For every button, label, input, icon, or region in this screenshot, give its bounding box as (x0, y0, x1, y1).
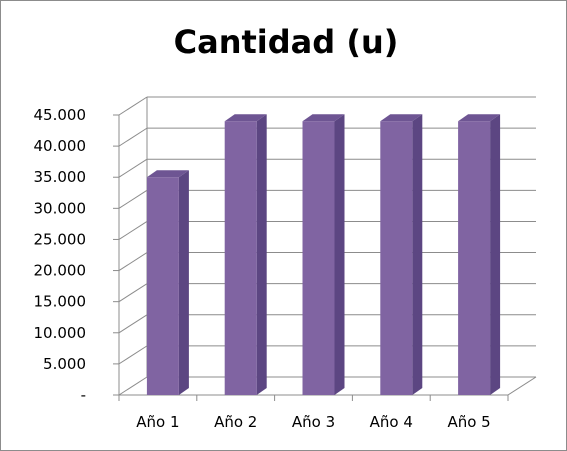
bar-front (302, 121, 335, 395)
y-tick-label: - (81, 386, 86, 404)
bar-top (146, 170, 189, 178)
bar-side (412, 114, 423, 395)
x-tick-label: Año 3 (292, 413, 335, 431)
labels-layer: - 5.000 10.000 15.000 20.000 25.000 30.000 35.0… (34, 106, 491, 431)
gridline-depth (118, 345, 148, 365)
y-tick-label: 10.000 (34, 324, 87, 342)
bar-side (490, 114, 501, 395)
y-tick-label: 25.000 (34, 230, 87, 248)
bar (458, 114, 501, 395)
bar-top (380, 114, 423, 122)
gridline-depth (118, 376, 148, 396)
bar-side (256, 114, 267, 395)
gridline-depth (118, 127, 148, 147)
gridline-depth (118, 283, 148, 303)
x-tick-label: Año 2 (214, 413, 257, 431)
x-tick-label: Año 1 (136, 413, 179, 431)
y-tick-label: 30.000 (34, 199, 87, 217)
floor-edge (507, 376, 537, 396)
bar (224, 114, 267, 395)
bar (302, 114, 345, 395)
gridline-depth (118, 221, 148, 240)
y-tick-label: 20.000 (34, 262, 87, 280)
y-tick-label: 35.000 (34, 168, 87, 186)
y-tick-label: 15.000 (34, 293, 87, 311)
y-tick-label: 5.000 (43, 355, 86, 373)
bar-front (224, 121, 257, 395)
gridline-depth (118, 189, 148, 209)
bar-top (458, 114, 501, 122)
bar-side (334, 114, 345, 395)
gridline-depth (118, 252, 148, 271)
bars-layer (146, 114, 501, 395)
y-tick-label: 40.000 (34, 137, 87, 155)
chart-title: Cantidad (u) (174, 23, 399, 61)
x-tick-label: Año 4 (370, 413, 413, 431)
gridline-depth (118, 314, 148, 334)
bar-front (146, 177, 179, 395)
bar-side (178, 170, 189, 395)
gridline-depth (118, 158, 148, 178)
bar (380, 114, 423, 395)
y-tick-label: 45.000 (34, 106, 87, 124)
bar-front (380, 121, 413, 395)
bar (146, 170, 189, 395)
gridline-depth (118, 96, 148, 116)
x-tick-label: Año 5 (447, 413, 490, 431)
bar-front (458, 121, 491, 395)
bar-top (302, 114, 345, 122)
bar-top (224, 114, 267, 122)
